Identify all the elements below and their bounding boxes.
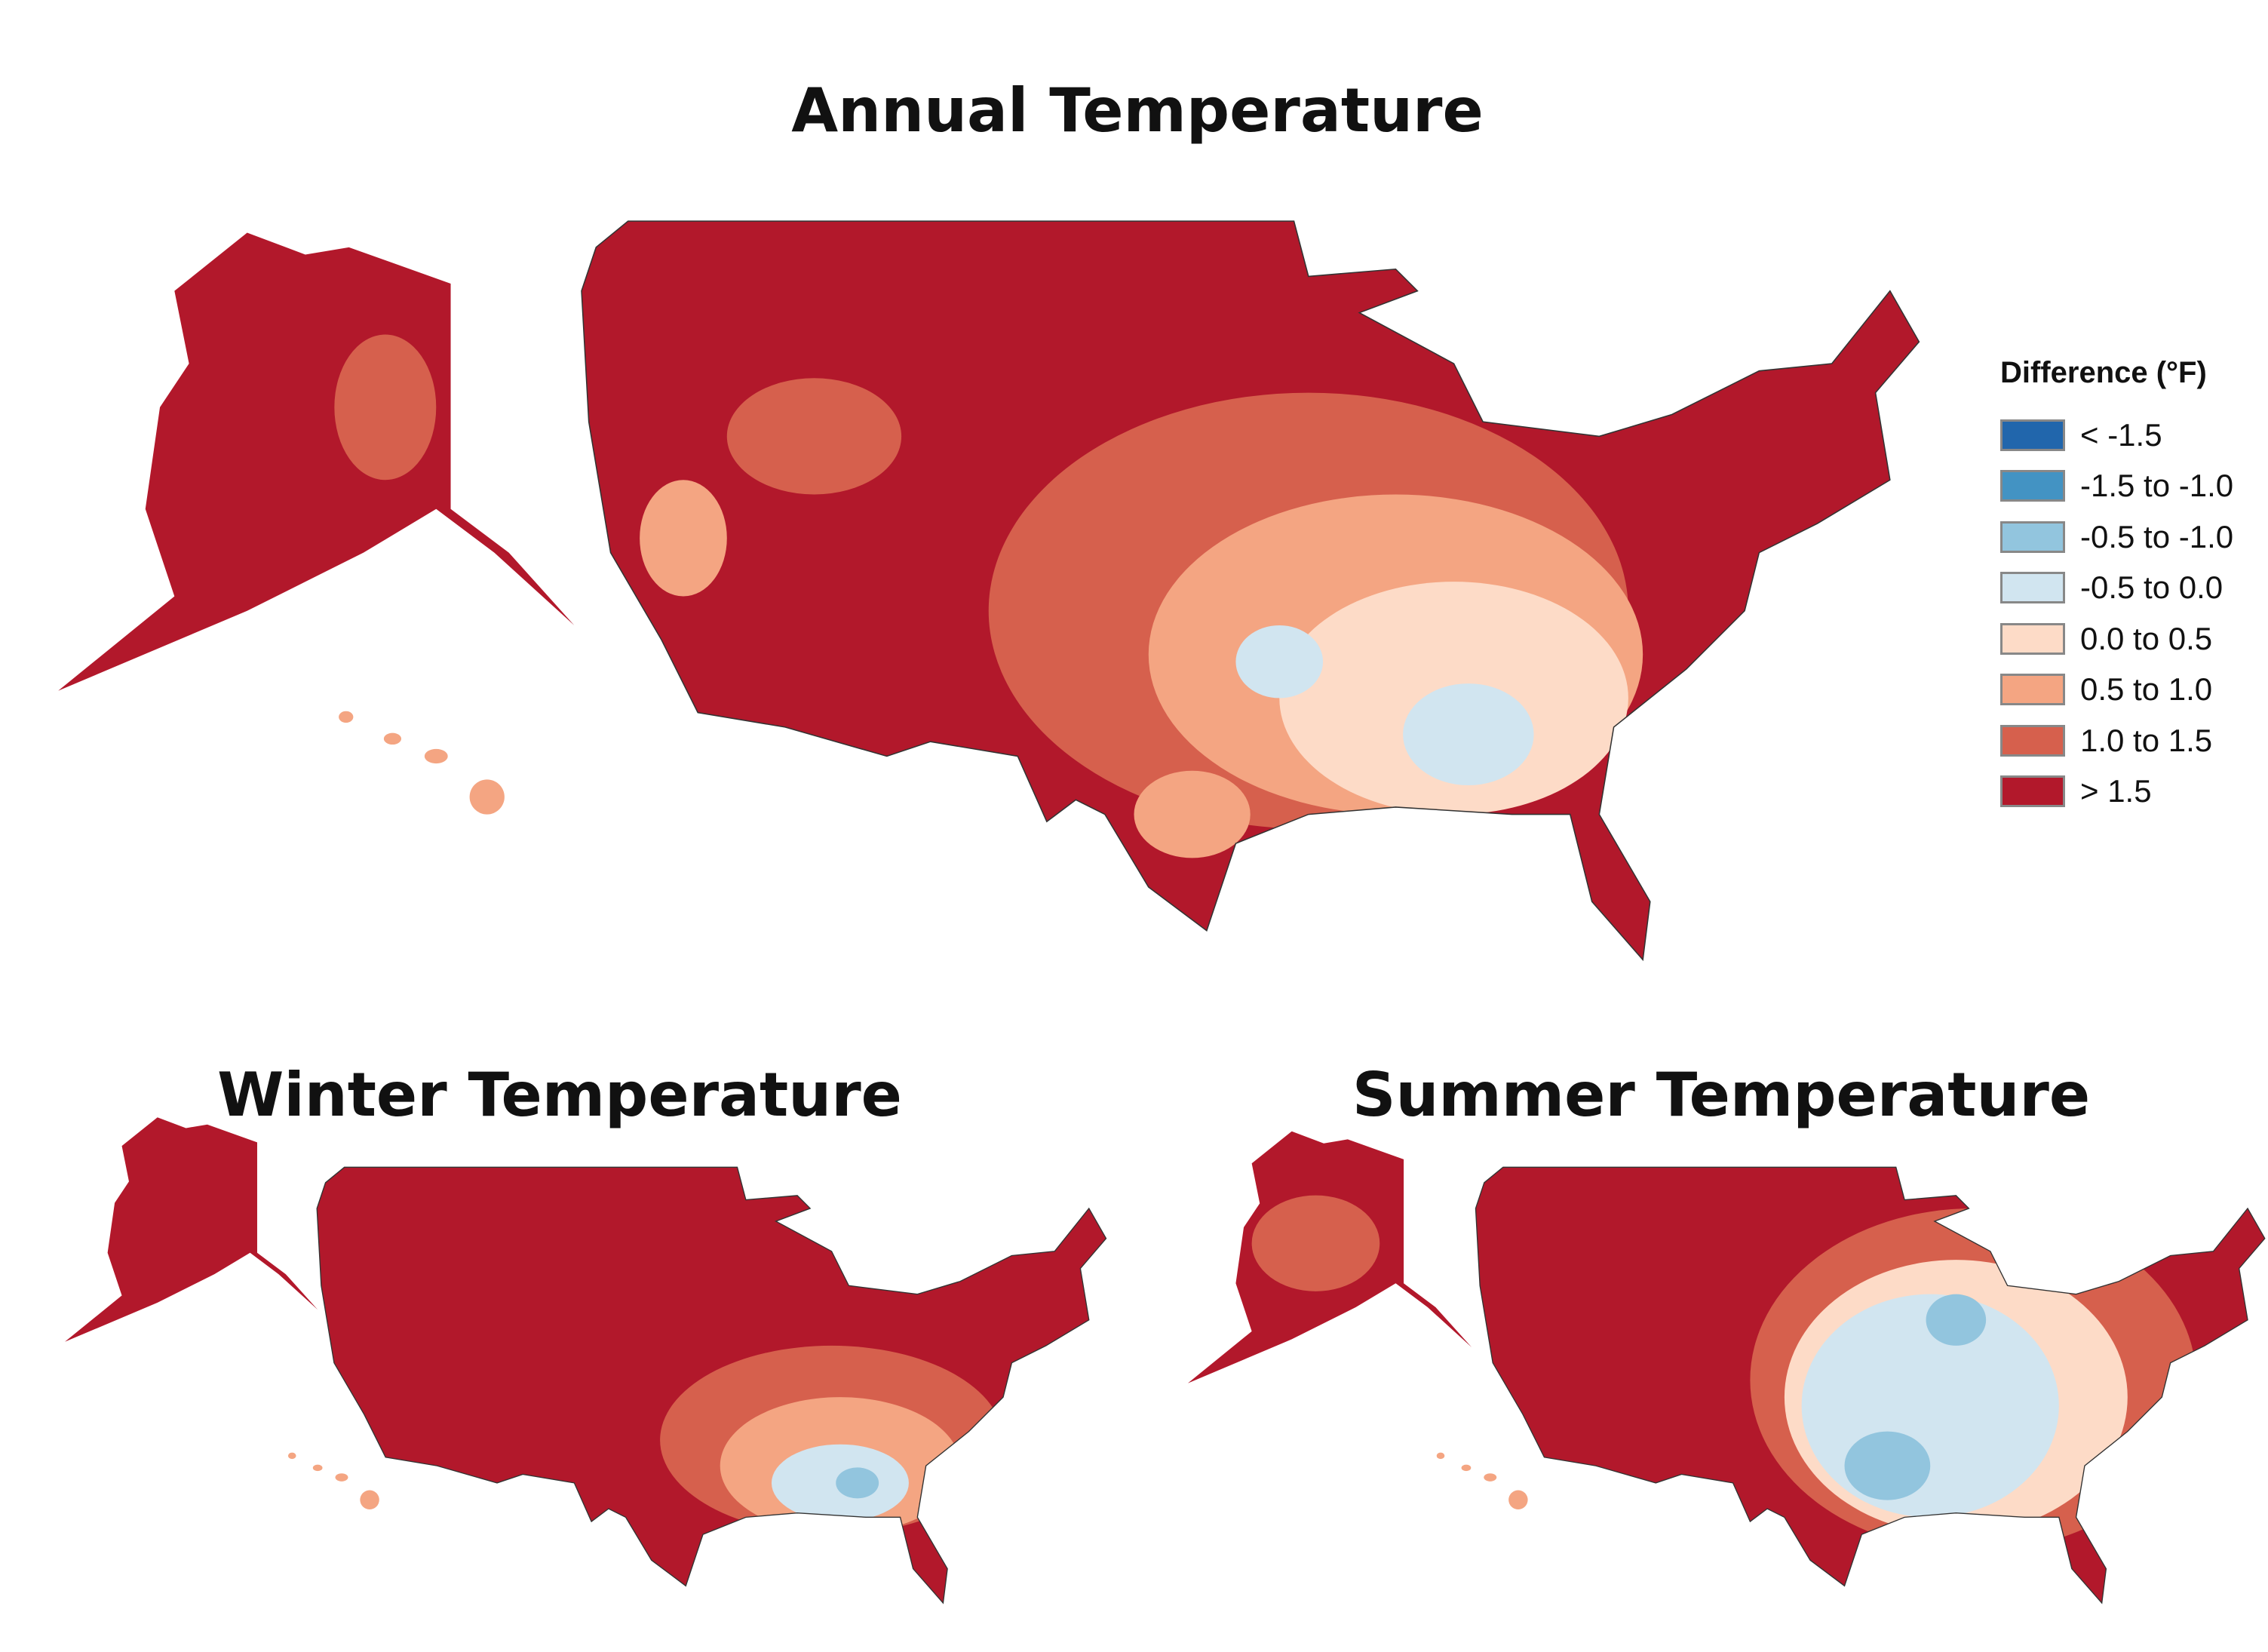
legend-label: < -1.5 — [2080, 416, 2162, 453]
legend-label: 0.5 to 1.0 — [2080, 671, 2213, 708]
legend-swatch — [2000, 775, 2065, 808]
winter-hawaii-map — [287, 1452, 379, 1509]
legend-swatch — [2000, 674, 2065, 706]
summer-hawaii-map — [1436, 1452, 1528, 1509]
summer-title: Summer Temperature — [1352, 1060, 2091, 1130]
winter-conus-map — [316, 1166, 1107, 1604]
legend-item: -0.5 to -1.0 — [2000, 511, 2233, 563]
legend-label: -1.5 to -1.0 — [2080, 468, 2234, 504]
legend-swatch — [2000, 572, 2065, 604]
summer-alaska-map — [1187, 1131, 1472, 1383]
legend-label: -0.5 to 0.0 — [2080, 570, 2223, 606]
legend-item: 1.0 to 1.5 — [2000, 715, 2233, 766]
legend-label: > 1.5 — [2080, 773, 2152, 809]
legend-item: -0.5 to 0.0 — [2000, 563, 2233, 614]
winter-alaska-map — [64, 1117, 318, 1342]
legend-swatch — [2000, 724, 2065, 757]
legend: Difference (°F) < -1.5 -1.5 to -1.0 -0.5 t… — [2000, 356, 2233, 817]
legend-label: 0.0 to 0.5 — [2080, 620, 2213, 656]
annual-alaska-map — [58, 232, 575, 691]
annual-title: Annual Temperature — [791, 75, 1484, 146]
legend-label: 1.0 to 1.5 — [2080, 722, 2213, 758]
legend-item: < -1.5 — [2000, 410, 2233, 461]
legend-label: -0.5 to -1.0 — [2080, 518, 2234, 554]
summer-conus-map — [1475, 1166, 2266, 1604]
legend-item: 0.5 to 1.0 — [2000, 665, 2233, 716]
winter-title: Winter Temperature — [217, 1060, 902, 1130]
legend-item: > 1.5 — [2000, 766, 2233, 818]
legend-title: Difference (°F) — [2000, 356, 2207, 389]
annual-hawaii-map — [339, 711, 505, 815]
legend-item: -1.5 to -1.0 — [2000, 461, 2233, 512]
annual-conus-map — [581, 220, 1920, 961]
legend-swatch — [2000, 622, 2065, 655]
legend-swatch — [2000, 419, 2065, 451]
legend-swatch — [2000, 470, 2065, 502]
legend-item: 0.0 to 0.5 — [2000, 613, 2233, 665]
legend-swatch — [2000, 520, 2065, 553]
